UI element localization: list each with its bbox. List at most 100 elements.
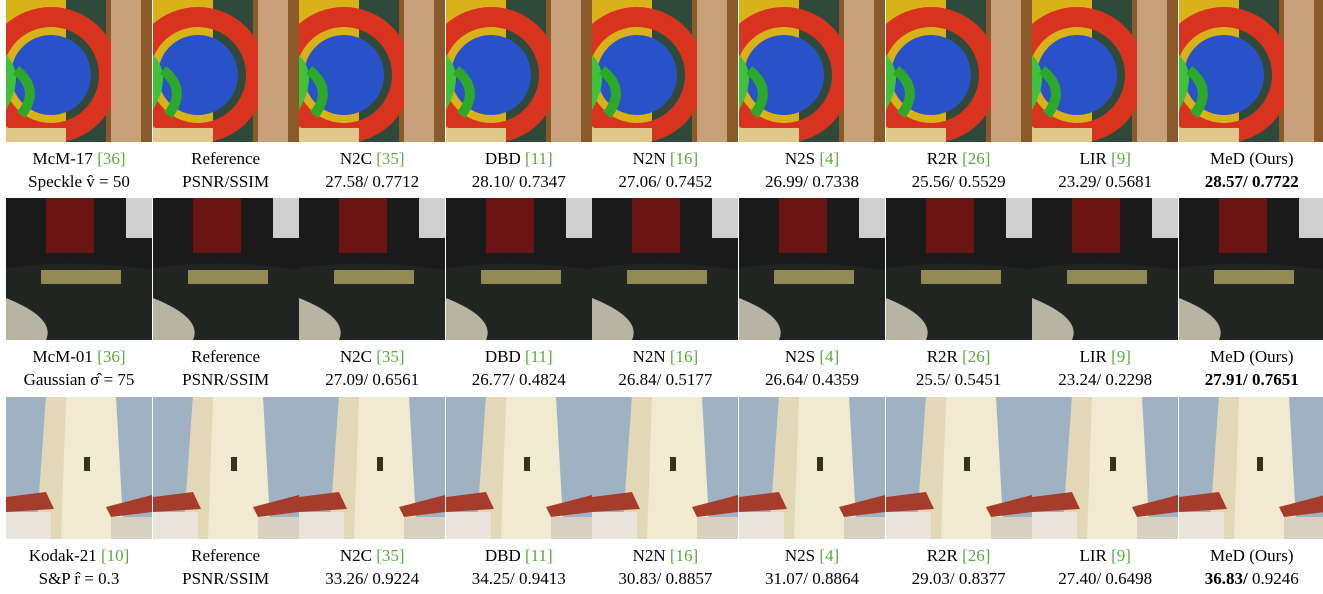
image xyxy=(1178,397,1323,539)
panel: Kodak-21 [10] S&P r̂ = 0.3 xyxy=(6,397,152,590)
image xyxy=(299,397,446,539)
method-name: MeD (Ours) xyxy=(1210,347,1294,366)
method-name: N2S xyxy=(784,347,816,366)
citation: [35] xyxy=(376,149,405,168)
note: Gaussian σ̂ = 75 xyxy=(23,370,135,389)
image xyxy=(885,0,1032,142)
image xyxy=(152,198,299,340)
ssim: 0.7651 xyxy=(1252,370,1299,389)
caption: N2S [4] 26.99/ 0.7338 xyxy=(739,147,885,193)
caption: MeD (Ours) 27.91/ 0.7651 xyxy=(1179,345,1323,391)
citation: [26] xyxy=(962,149,991,168)
image xyxy=(1178,198,1323,340)
panel: N2N [16] 27.06/ 0.7452 xyxy=(592,0,739,193)
caption: Reference PSNR/SSIM xyxy=(153,544,299,590)
panel: LIR [9] 23.29/ 0.5681 xyxy=(1032,0,1179,193)
panel: LIR [9] 23.24/ 0.2298 xyxy=(1032,198,1179,391)
image xyxy=(299,0,446,142)
method-name: N2N xyxy=(632,546,666,565)
image xyxy=(445,0,592,142)
caption: DBD [11] 28.10/ 0.7347 xyxy=(446,147,592,193)
panel: N2S [4] 26.99/ 0.7338 xyxy=(739,0,885,193)
panel: Reference PSNR/SSIM xyxy=(152,0,299,193)
image xyxy=(592,198,739,340)
citation: [9] xyxy=(1111,546,1131,565)
caption: DBD [11] 34.25/ 0.9413 xyxy=(446,544,592,590)
citation: [16] xyxy=(669,546,699,565)
method-name: Reference xyxy=(191,149,261,168)
ssim: 0.9224 xyxy=(372,569,420,588)
caption: N2C [35] 27.58/ 0.7712 xyxy=(299,147,445,193)
panel: Reference PSNR/SSIM xyxy=(152,198,299,391)
method-name: N2N xyxy=(632,149,666,168)
image xyxy=(445,198,592,340)
ssim: 0.2298 xyxy=(1105,370,1153,389)
psnr: 23.29/ xyxy=(1058,172,1102,191)
ssim: 0.7712 xyxy=(372,172,420,191)
citation: [35] xyxy=(376,546,405,565)
image xyxy=(592,397,739,539)
image xyxy=(445,397,592,539)
panel: DBD [11] 28.10/ 0.7347 xyxy=(445,0,592,193)
image xyxy=(1032,397,1179,539)
caption: McM-17 [36] Speckle v̂ = 50 xyxy=(6,147,152,193)
image xyxy=(152,397,299,539)
psnr: 31.07/ xyxy=(765,569,808,588)
method-name: N2C xyxy=(339,149,372,168)
caption: Kodak-21 [10] S&P r̂ = 0.3 xyxy=(6,544,152,590)
method-name: Reference xyxy=(191,347,261,366)
ssim: 0.4359 xyxy=(812,370,859,389)
method-name: McM-01 xyxy=(32,347,93,366)
psnr: 27.09/ xyxy=(325,370,369,389)
panel: MeD (Ours) 27.91/ 0.7651 xyxy=(1178,198,1323,391)
note: PSNR/SSIM xyxy=(182,172,270,191)
citation: [35] xyxy=(376,347,405,366)
panel: R2R [26] 29.03/ 0.8377 xyxy=(885,397,1032,590)
panel: DBD [11] 26.77/ 0.4824 xyxy=(445,198,592,391)
psnr: 26.64/ xyxy=(765,370,808,389)
caption: LIR [9] 27.40/ 0.6498 xyxy=(1032,544,1178,590)
panel: MeD (Ours) 36.83/ 0.9246 xyxy=(1178,397,1323,590)
panel: LIR [9] 27.40/ 0.6498 xyxy=(1032,397,1179,590)
method-name: Kodak-21 xyxy=(28,546,97,565)
note: S&P r̂ = 0.3 xyxy=(38,569,120,588)
ssim: 0.7347 xyxy=(519,172,566,191)
ssim: 0.8864 xyxy=(812,569,859,588)
image xyxy=(739,397,885,539)
panel: N2S [4] 31.07/ 0.8864 xyxy=(739,397,885,590)
caption: Reference PSNR/SSIM xyxy=(153,345,299,391)
image xyxy=(885,198,1032,340)
caption: LIR [9] 23.24/ 0.2298 xyxy=(1032,345,1178,391)
caption: DBD [11] 26.77/ 0.4824 xyxy=(446,345,592,391)
ssim: 0.9246 xyxy=(1252,569,1299,588)
ssim: 0.6498 xyxy=(1105,569,1153,588)
ssim: 0.8857 xyxy=(665,569,713,588)
panel: N2C [35] 27.09/ 0.6561 xyxy=(299,198,446,391)
citation: [11] xyxy=(525,347,553,366)
ssim: 0.4824 xyxy=(519,370,566,389)
image xyxy=(6,0,152,142)
image xyxy=(739,0,885,142)
psnr: 33.26/ xyxy=(325,569,369,588)
image xyxy=(6,397,152,539)
panel: N2N [16] 26.84/ 0.5177 xyxy=(592,198,739,391)
method-name: Reference xyxy=(191,546,261,565)
image xyxy=(885,397,1032,539)
method-name: MeD (Ours) xyxy=(1210,149,1294,168)
psnr: 36.83/ xyxy=(1204,569,1248,588)
ssim: 0.9413 xyxy=(519,569,566,588)
note: PSNR/SSIM xyxy=(182,370,270,389)
citation: [26] xyxy=(962,546,991,565)
caption: N2C [35] 33.26/ 0.9224 xyxy=(299,544,445,590)
citation: [9] xyxy=(1111,347,1131,366)
citation: [16] xyxy=(669,347,699,366)
panel: N2C [35] 33.26/ 0.9224 xyxy=(299,397,446,590)
method-name: McM-17 xyxy=(32,149,93,168)
method-name: N2N xyxy=(632,347,666,366)
method-name: LIR xyxy=(1079,149,1107,168)
psnr: 30.83/ xyxy=(618,569,662,588)
ssim: 0.6561 xyxy=(372,370,420,389)
psnr: 26.99/ xyxy=(765,172,808,191)
method-name: LIR xyxy=(1079,347,1107,366)
